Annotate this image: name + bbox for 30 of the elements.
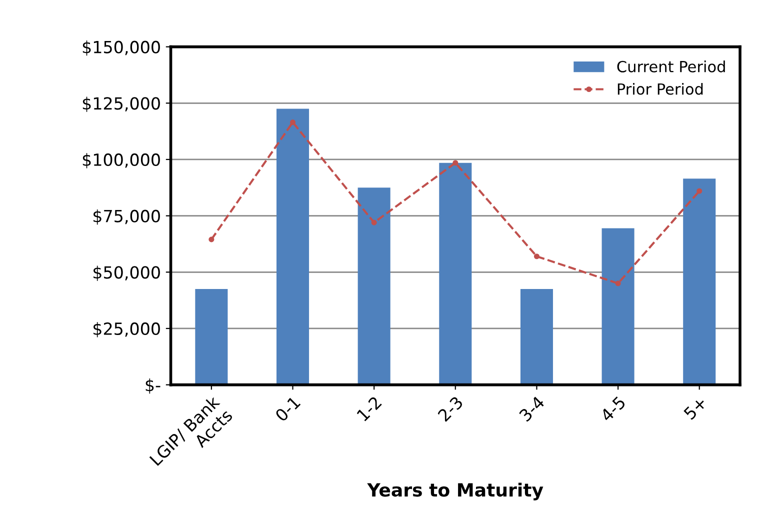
x-tick-label: 5+ xyxy=(683,396,708,420)
y-tick-label: $50,000 xyxy=(94,266,160,281)
y-tick-label: $100,000 xyxy=(82,153,160,168)
legend-label: Current Period xyxy=(617,60,725,72)
y-tick-label: $- xyxy=(146,378,160,394)
x-axis-title: Years to Maturity xyxy=(367,482,544,500)
bar xyxy=(439,162,472,385)
legend-label: Prior Period xyxy=(618,82,703,95)
point xyxy=(208,236,214,242)
bar xyxy=(602,228,634,385)
bar xyxy=(358,188,390,385)
bar xyxy=(195,289,228,385)
point xyxy=(615,280,621,286)
x-tick-label: 0-1 xyxy=(274,396,301,422)
x-tick-label: 2-3 xyxy=(437,396,464,422)
x-tick-label: 1-2 xyxy=(356,396,382,422)
y-tick-label: $25,000 xyxy=(94,322,160,338)
x-tick-label: 3-4 xyxy=(518,395,546,422)
y-tick-label: $150,000 xyxy=(82,40,160,56)
point xyxy=(371,220,377,226)
point xyxy=(452,160,458,166)
point xyxy=(696,188,702,194)
x-tick-label: 4-5 xyxy=(600,396,626,422)
y-tick-label: $75,000 xyxy=(94,209,160,225)
bar xyxy=(520,289,553,385)
bar xyxy=(683,178,716,385)
y-tick-label: $125,000 xyxy=(82,96,160,112)
point xyxy=(534,254,540,260)
point xyxy=(290,120,296,126)
bar xyxy=(276,108,310,385)
